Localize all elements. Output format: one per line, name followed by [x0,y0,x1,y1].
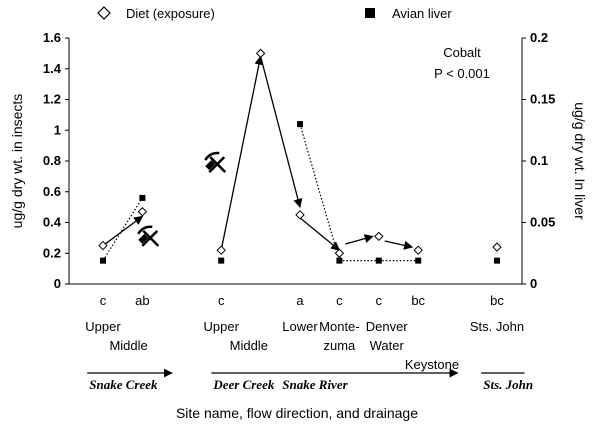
right-tick-label: 0 [530,276,537,291]
flow-arrow [299,217,341,251]
drainage-name: Deer Creek [212,377,275,392]
significance-letter: ab [135,293,149,308]
pick-handle [209,156,227,173]
axes [65,37,526,285]
site-label: Water [370,338,405,353]
diet-point [374,231,384,242]
diet-point [413,245,423,255]
left-tick-label: 0.6 [43,184,61,199]
tick-labels: 0 0.2 0.4 0.6 0.8 1 1.2 1.4 1.6 0 0.05 0.1 0.15 0.2 [43,30,555,291]
site-label: Monte- [319,319,359,334]
legend-diamond-icon [97,6,111,20]
flow-arrow [220,55,264,251]
legend: Diet (exposure) Avian liver [97,6,452,21]
data-points [98,48,502,264]
legend-label: Diet (exposure) [126,6,215,21]
drainage-name: Sts. John [483,377,533,392]
site-labels: Upper Middle Upper Middle Lower Monte-zuma Den… [85,319,524,372]
annotation-element: Cobalt [443,45,481,60]
significance-letter: bc [490,293,504,308]
significance-letter: c [218,293,225,308]
significance-letter: a [296,293,304,308]
liver-point [218,257,225,264]
pick-head [204,151,220,161]
site-label: zuma [324,338,357,353]
annotation: Cobalt P < 0.001 [434,45,490,81]
liver-point [415,257,422,264]
liver-point [100,257,106,264]
site-label: Lower [282,319,318,334]
legend-label: Avian liver [392,6,452,21]
site-label: Sts. John [470,319,524,334]
pick-shovel-icon [204,151,227,173]
liver-dotted-connector [102,197,143,261]
liver-point [375,257,382,264]
diet-point [137,207,148,217]
pick-shovel-icon [137,225,160,247]
diet-point [295,210,305,220]
significance-letter: c [376,293,383,308]
drainage-name: Snake Creek [89,377,158,392]
right-tick-label: 0.2 [530,30,548,45]
diet-point [492,242,502,252]
diet-point [255,48,266,59]
shovel-blade [205,160,216,171]
liver-point [297,121,303,128]
legend-square-icon [365,8,375,18]
left-tick-label: 0.2 [43,245,61,260]
liver-point [139,194,146,201]
site-label: Upper [85,319,121,334]
annotation-pvalue: P < 0.001 [434,66,490,81]
left-axis-title: ug/g dry wt. in insects [9,94,25,229]
liver-dotted-connector [299,123,340,261]
left-tick-label: 0 [54,276,61,291]
significance-letter: c [336,293,343,308]
liver-point [494,257,500,264]
flow-arrow [102,215,144,247]
diet-point [98,240,108,251]
site-label: Denver [366,319,409,334]
shovel-blade [138,233,149,244]
site-label: Keystone [405,357,459,372]
left-tick-label: 1 [54,122,61,137]
left-tick-label: 1.6 [43,30,61,45]
right-tick-label: 0.05 [530,215,555,230]
significance-letter: bc [411,293,425,308]
flow-arrow [384,240,414,250]
significance-letters: c ab c a c c bc bc [100,293,505,308]
connectors [102,55,419,262]
drainage-name: Snake River [282,377,348,392]
diet-point [216,245,226,255]
right-tick-label: 0.15 [530,92,555,107]
significance-letter: c [100,293,107,308]
diet-point [334,248,345,258]
flow-arrow [259,56,303,209]
mine-icons [137,151,227,247]
site-label: Middle [109,338,147,353]
liver-point [336,257,343,264]
left-tick-label: 1.4 [43,61,62,76]
drainages: Snake Creek Deer Creek Snake River Sts. Joh… [87,368,533,392]
left-tick-label: 1.2 [43,92,61,107]
site-label: Middle [230,338,268,353]
x-axis-title: Site name, flow direction, and drainage [176,405,418,421]
site-label: Upper [203,319,239,334]
left-tick-label: 0.8 [43,153,61,168]
right-tick-label: 0.1 [530,153,548,168]
left-tick-label: 0.4 [43,215,62,230]
pick-handle [142,229,160,247]
right-axis-title: ug/g dry wt. In liver [572,102,588,220]
axis-titles: ug/g dry wt. in insects ug/g dry wt. In l… [9,94,588,421]
pick-head [137,225,153,235]
flow-arrow [345,234,374,245]
